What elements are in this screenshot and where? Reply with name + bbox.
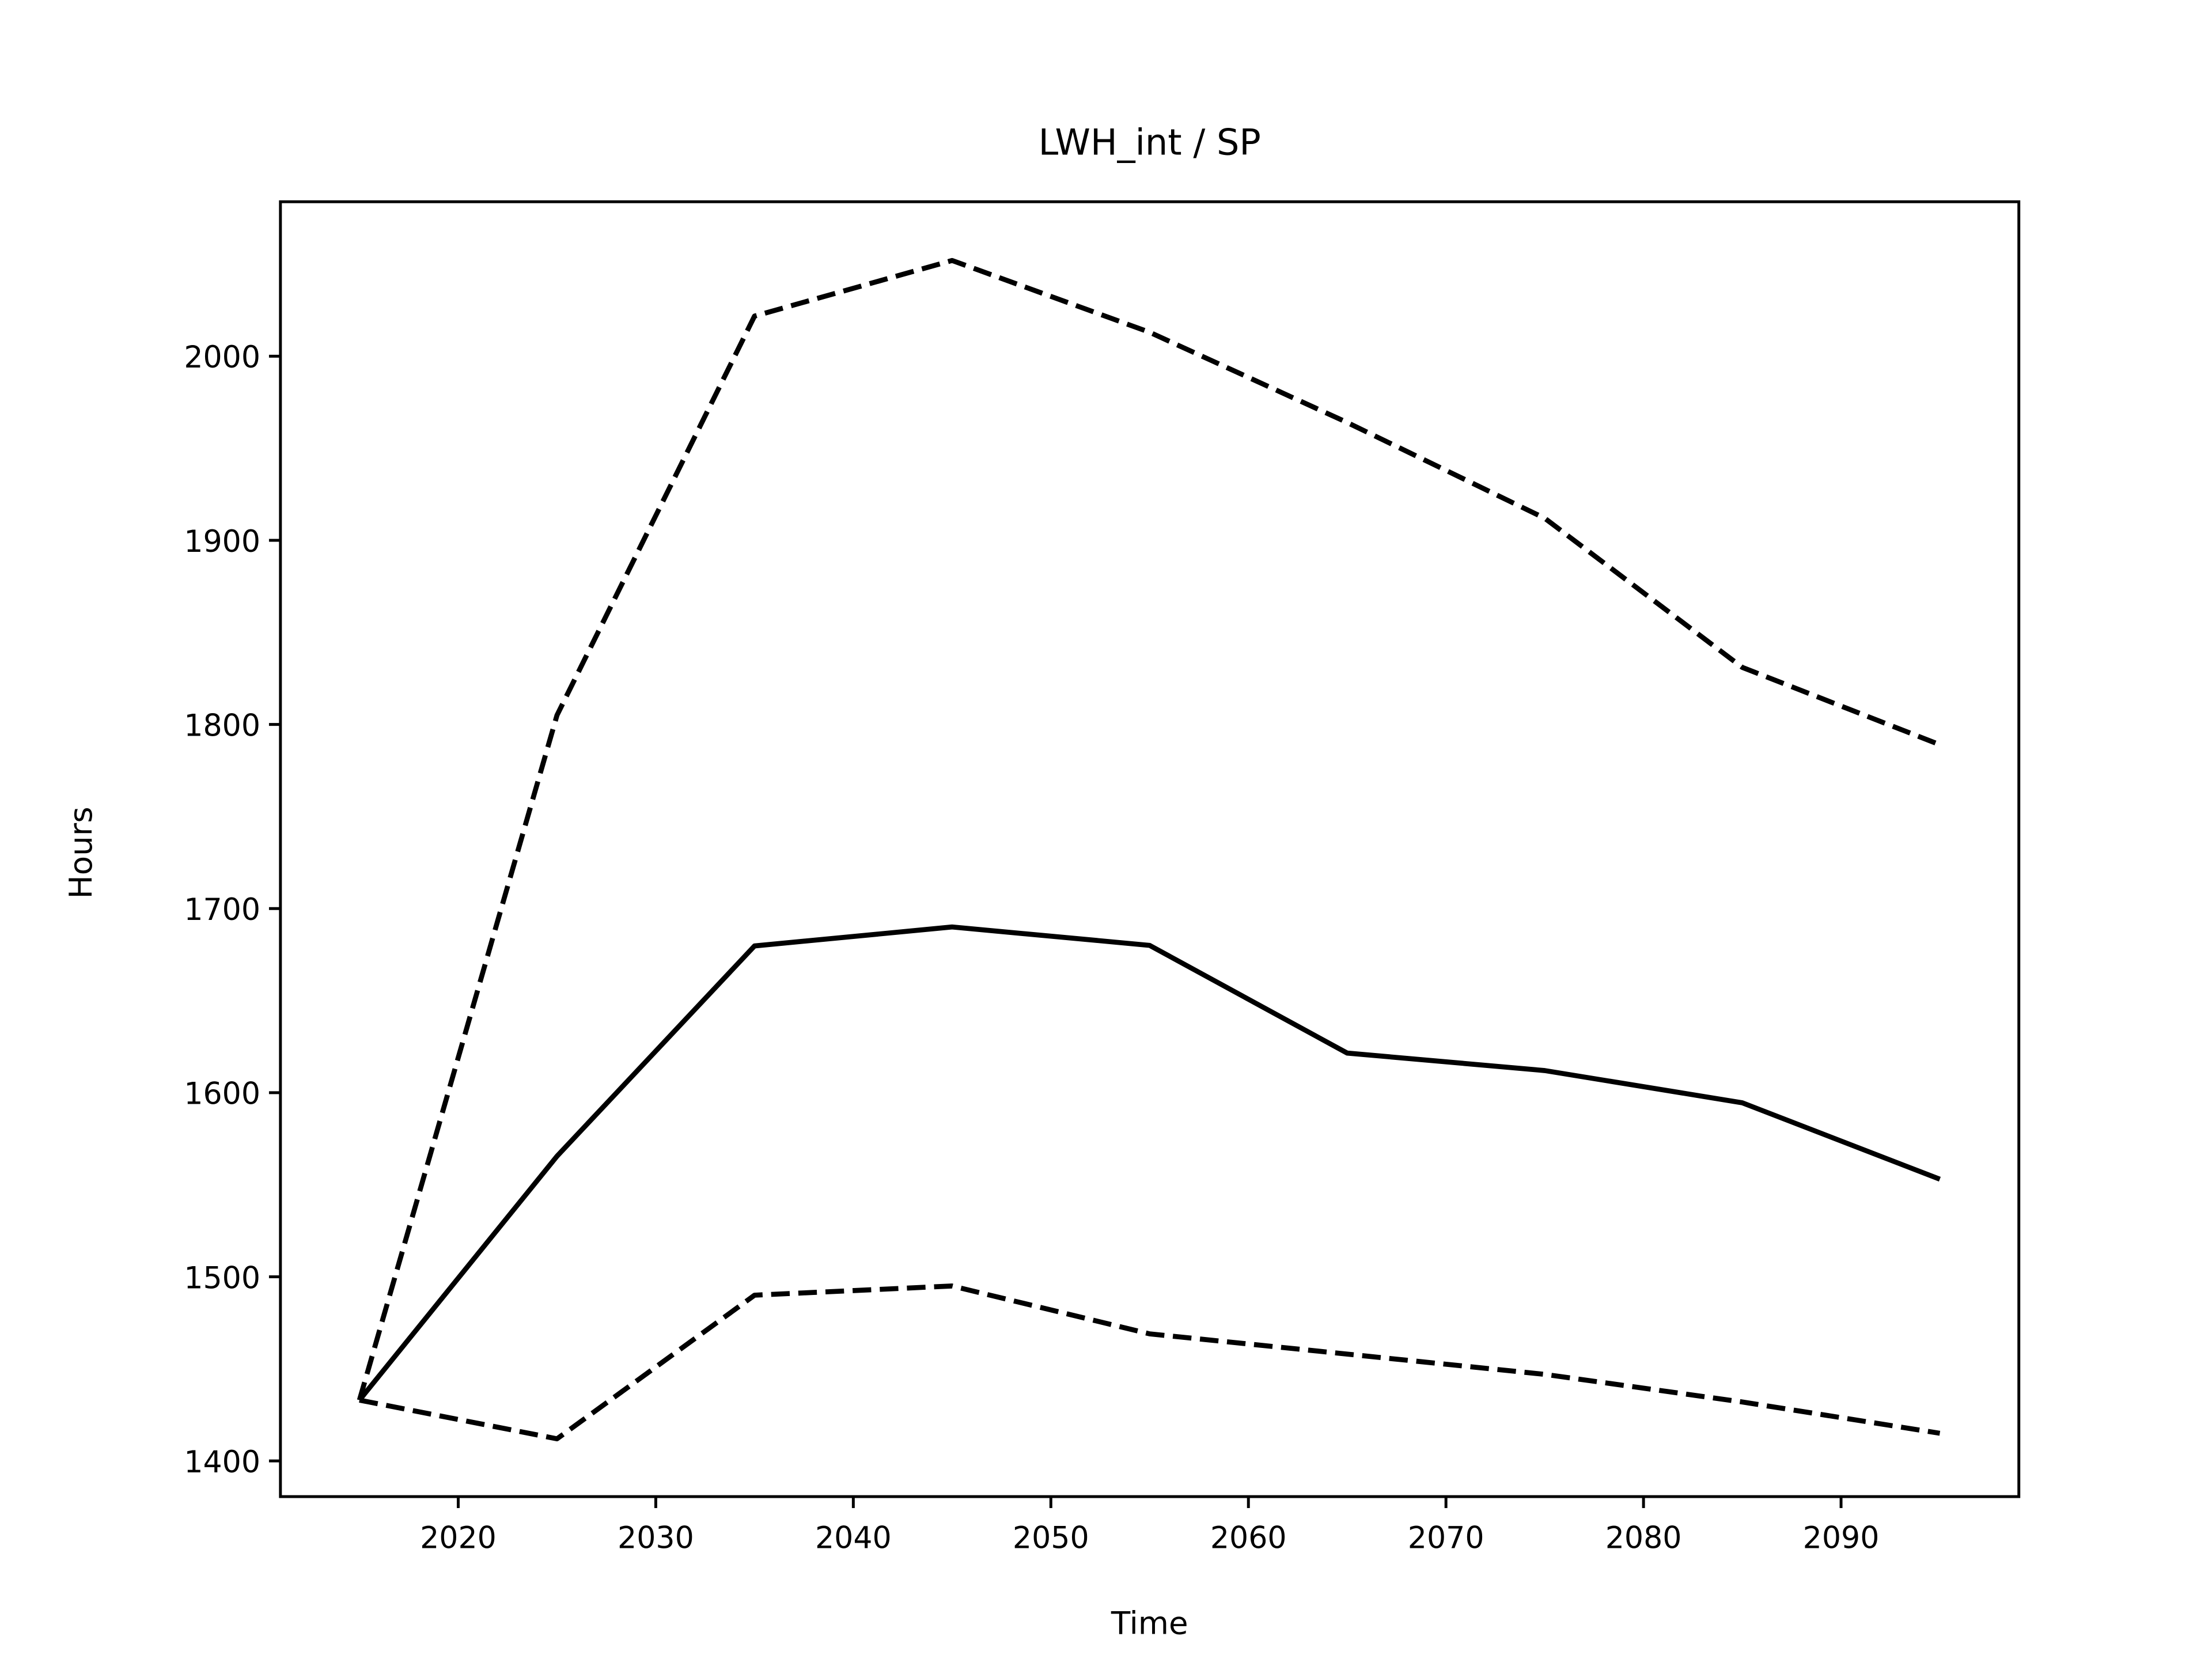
y-tick-label: 1500 (184, 1261, 260, 1296)
x-tick-label: 2090 (1803, 1521, 1880, 1556)
y-axis-label: Hours (62, 806, 99, 899)
x-tick-label: 2050 (1013, 1521, 1089, 1556)
x-tick-label: 2070 (1408, 1521, 1484, 1556)
chart-title: LWH_int / SP (1039, 121, 1261, 163)
y-tick-label: 1900 (184, 525, 260, 559)
y-tick-label: 2000 (184, 340, 260, 375)
x-tick-label: 2020 (420, 1521, 497, 1556)
series-line (357, 924, 1941, 1402)
series-line (359, 1283, 1941, 1442)
x-tick-label: 2040 (815, 1521, 892, 1556)
y-tick-label: 1400 (184, 1445, 260, 1480)
x-tick-label: 2030 (618, 1521, 694, 1556)
plot-frame (279, 200, 2021, 1498)
x-axis-label: Time (1111, 1605, 1188, 1642)
y-tick-label: 1600 (184, 1077, 260, 1112)
x-tick-label: 2060 (1210, 1521, 1287, 1556)
y-tick-label: 1700 (184, 893, 260, 927)
y-tick-label: 1800 (184, 709, 260, 743)
x-tick-label: 2080 (1605, 1521, 1682, 1556)
series-line (357, 257, 1941, 1401)
